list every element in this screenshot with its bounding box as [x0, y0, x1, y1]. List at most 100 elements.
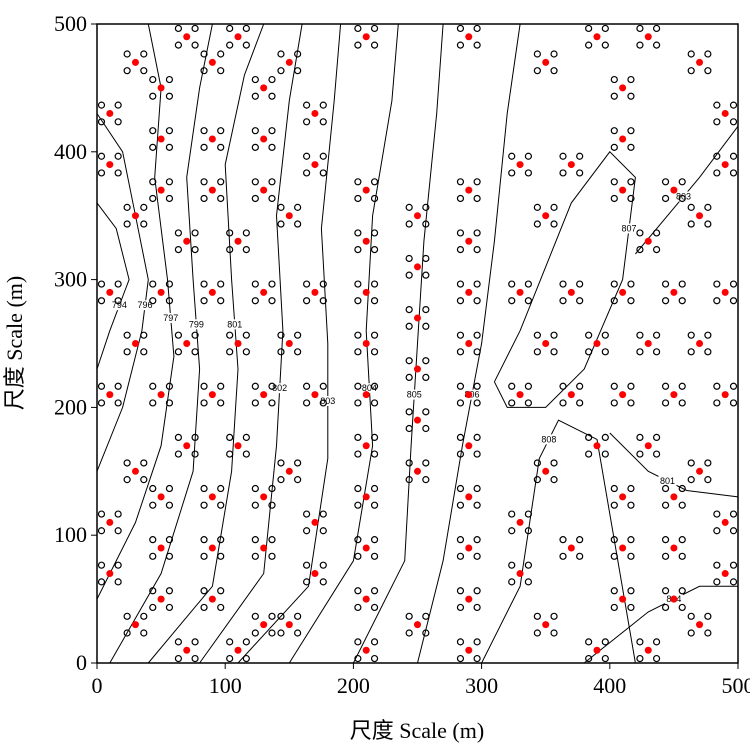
sample-ring — [149, 552, 157, 560]
sample-ring — [149, 92, 157, 100]
sample-point — [414, 467, 421, 475]
sample-ring — [627, 399, 635, 407]
sample-ring — [268, 92, 276, 100]
sample-point — [721, 518, 729, 526]
sample-ring — [627, 501, 635, 509]
sample-ring — [713, 169, 721, 177]
sample-point — [106, 161, 114, 169]
sample-ring — [319, 578, 327, 586]
sample-ring — [303, 118, 311, 126]
sample-ring — [165, 92, 174, 100]
sample-ring — [268, 484, 276, 493]
sample-ring — [473, 638, 481, 646]
sample-ring — [533, 220, 541, 228]
sample-ring — [97, 101, 106, 109]
sample-ring — [354, 433, 362, 442]
sample-ring — [524, 169, 532, 177]
sample-point — [644, 33, 652, 41]
sample-point — [670, 493, 678, 501]
contour-label: 801 — [227, 319, 242, 329]
sample-point — [183, 646, 191, 654]
sample-ring — [174, 331, 183, 339]
sample-point — [157, 84, 165, 92]
sample-ring — [713, 399, 721, 407]
sample-ring — [456, 280, 465, 288]
sample-ring — [370, 501, 379, 509]
contour-label: 807 — [622, 223, 637, 233]
sample-point — [567, 161, 575, 169]
sample-ring — [268, 501, 276, 509]
sample-ring — [123, 50, 131, 58]
sample-ring — [636, 433, 644, 442]
sample-ring — [268, 280, 276, 288]
sample-ring — [636, 229, 644, 237]
sample-ring — [576, 297, 584, 305]
sample-point — [260, 493, 268, 501]
sample-ring — [217, 501, 225, 509]
sample-point — [234, 442, 242, 450]
sample-ring — [473, 654, 481, 663]
sample-point — [234, 340, 242, 347]
sample-point — [670, 595, 678, 603]
sample-ring — [97, 382, 106, 390]
sample-ring — [405, 476, 413, 484]
sample-ring — [251, 127, 259, 135]
sample-ring — [140, 50, 148, 58]
sample-ring — [319, 527, 327, 535]
sample-ring — [354, 41, 362, 49]
sample-ring — [200, 297, 208, 305]
sample-ring — [191, 450, 199, 458]
sample-ring — [473, 399, 481, 407]
sample-ring — [165, 399, 174, 407]
sample-ring — [268, 629, 276, 637]
sample-ring — [354, 536, 362, 544]
sample-ring — [174, 229, 183, 237]
sample-ring — [601, 348, 609, 356]
contour-line — [199, 23, 303, 664]
sample-ring — [268, 194, 276, 203]
sample-ring — [559, 552, 567, 560]
sample-ring — [294, 629, 302, 637]
sample-ring — [729, 118, 738, 126]
sample-ring — [704, 629, 712, 637]
sample-ring — [422, 322, 430, 330]
sample-ring — [422, 612, 430, 620]
sample-ring — [678, 536, 686, 544]
sample-point — [131, 467, 139, 475]
sample-ring — [354, 245, 362, 254]
sample-ring — [268, 127, 276, 135]
x-tick-label: 100 — [209, 673, 242, 698]
sample-ring — [251, 92, 259, 100]
sample-ring — [251, 382, 259, 390]
sample-ring — [200, 399, 208, 407]
sample-point — [285, 212, 293, 220]
sample-ring — [370, 603, 379, 612]
sample-ring — [217, 552, 225, 560]
sample-ring — [319, 280, 327, 288]
sample-ring — [627, 603, 635, 612]
sample-ring — [405, 612, 413, 620]
sample-ring — [165, 501, 174, 509]
sample-point — [362, 646, 370, 654]
sample-ring — [422, 254, 430, 263]
sample-ring — [576, 382, 584, 390]
sample-point — [516, 288, 524, 296]
sample-ring — [704, 50, 712, 58]
sample-ring — [303, 399, 311, 407]
sample-ring — [165, 603, 174, 612]
sample-ring — [456, 229, 465, 237]
sample-ring — [319, 510, 327, 518]
sample-ring — [251, 536, 259, 544]
contour-label-bg — [539, 434, 558, 445]
sample-ring — [354, 552, 362, 560]
sample-point — [414, 212, 421, 220]
sample-point — [131, 212, 139, 220]
sample-ring — [277, 629, 285, 637]
x-tick-label: 500 — [722, 673, 750, 698]
sample-ring — [370, 450, 379, 458]
sample-ring — [174, 24, 183, 33]
sample-ring — [585, 331, 593, 339]
sample-ring — [191, 433, 199, 442]
sample-ring — [149, 399, 157, 407]
sample-point — [721, 570, 729, 578]
